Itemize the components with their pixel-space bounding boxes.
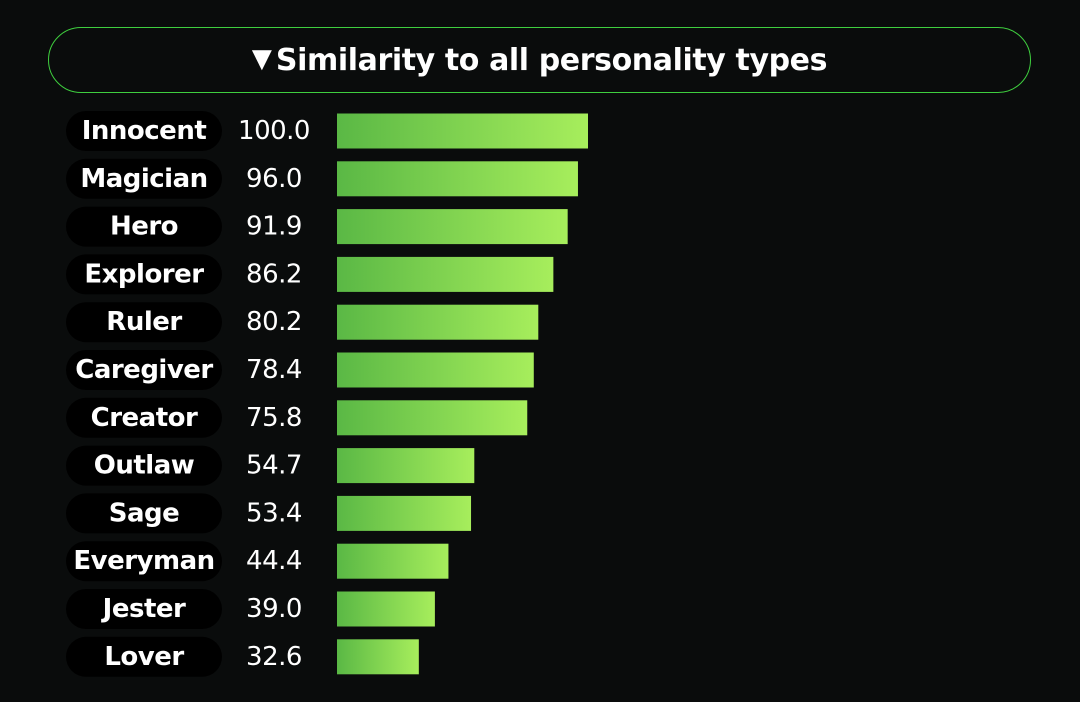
value-label: 80.2 <box>246 307 302 337</box>
similarity-toggle-header[interactable]: ▼ Similarity to all personality types <box>48 27 1031 93</box>
triangle-down-icon: ▼ <box>251 44 272 74</box>
category-label: Innocent <box>82 116 207 146</box>
chart-row-outlaw: Outlaw 54.7 <box>66 445 475 486</box>
bar-explorer <box>337 256 554 292</box>
category-pill <box>66 589 222 629</box>
category-pill <box>66 397 222 438</box>
chart-row-lover: Lover 32.6 <box>66 636 419 677</box>
header-content: ▼ Similarity to all personality types <box>251 42 828 78</box>
value-label: 32.6 <box>246 642 302 672</box>
category-label: Jester <box>101 594 186 624</box>
category-label: Outlaw <box>94 451 195 481</box>
bar-sage <box>337 495 472 531</box>
category-pill <box>66 445 222 486</box>
value-label: 91.9 <box>246 212 302 242</box>
category-pill <box>66 206 222 247</box>
bar-ruler <box>337 304 539 340</box>
chart-row-everyman: Everyman 44.4 <box>66 541 449 582</box>
bar-everyman <box>337 543 449 579</box>
category-label: Ruler <box>106 307 182 337</box>
chart-row-creator: Creator 75.8 <box>66 397 528 438</box>
bar-creator <box>337 400 528 436</box>
bar-magician <box>337 161 578 197</box>
category-pill <box>66 493 222 534</box>
chart-row-innocent: Innocent 100.0 <box>66 111 588 151</box>
value-label: 39.0 <box>246 594 302 624</box>
category-label: Explorer <box>84 259 204 289</box>
chart-rows: Innocent 100.0 Magician 96.0 Hero 91.9 Explore… <box>66 111 588 677</box>
bar-innocent <box>337 113 588 149</box>
category-pill <box>66 541 222 582</box>
category-label: Creator <box>91 403 198 433</box>
category-pill <box>66 158 222 199</box>
category-label: Lover <box>104 642 184 672</box>
category-label: Everyman <box>73 546 214 576</box>
chart-row-magician: Magician 96.0 <box>66 158 578 199</box>
category-pill <box>66 254 222 295</box>
value-label: 86.2 <box>246 259 302 289</box>
section-title: Similarity to all personality types <box>275 42 828 78</box>
value-label: 44.4 <box>246 546 302 576</box>
bar-caregiver <box>337 352 534 388</box>
chart-row-sage: Sage 53.4 <box>66 493 472 534</box>
category-label: Hero <box>110 212 178 242</box>
category-label: Sage <box>109 498 180 528</box>
chart-row-jester: Jester 39.0 <box>66 589 435 629</box>
value-label: 78.4 <box>246 355 302 385</box>
chart-row-explorer: Explorer 86.2 <box>66 254 554 295</box>
chart-row-ruler: Ruler 80.2 <box>66 302 539 343</box>
category-label: Magician <box>80 164 207 194</box>
bar-outlaw <box>337 448 475 484</box>
category-pill <box>66 636 222 677</box>
category-label: Caregiver <box>75 355 213 385</box>
value-label: 100.0 <box>238 116 310 146</box>
chart-row-caregiver: Caregiver 78.4 <box>66 350 534 390</box>
bar-hero <box>337 209 568 245</box>
category-pill <box>66 350 222 390</box>
value-label: 75.8 <box>246 403 302 433</box>
value-label: 54.7 <box>246 451 302 481</box>
category-pill <box>66 111 222 151</box>
bar-lover <box>337 639 419 675</box>
value-label: 53.4 <box>246 498 302 528</box>
bar-jester <box>337 591 435 627</box>
value-label: 96.0 <box>246 164 302 194</box>
chart-row-hero: Hero 91.9 <box>66 206 568 247</box>
category-pill <box>66 302 222 343</box>
